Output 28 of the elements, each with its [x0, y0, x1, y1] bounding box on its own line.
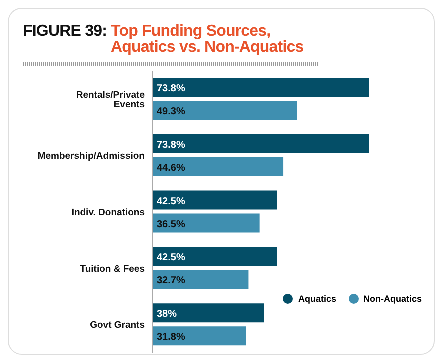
- bar: [153, 247, 278, 266]
- bar: [153, 270, 249, 290]
- bar: [153, 134, 369, 154]
- chart-title: FIGURE 39: Top Funding Sources, Aquatics vs. Non-Aquatics: [23, 23, 305, 56]
- legend-label: Non-Aquatics: [364, 294, 422, 304]
- y-tick-label: Tuition & Fees: [80, 264, 145, 275]
- data-label: 32.7%: [157, 276, 186, 287]
- data-label: 42.5%: [157, 252, 186, 264]
- bar: [153, 78, 369, 97]
- bar: [153, 101, 298, 120]
- y-tick-label: Membership/Admission: [38, 150, 146, 162]
- data-label: 31.8%: [157, 332, 186, 344]
- y-tick-label: Rentals/Private Events: [76, 90, 145, 110]
- data-label: 42.5%: [157, 196, 186, 208]
- bar: [153, 304, 264, 323]
- y-tick-label: Indiv. Donations: [72, 207, 145, 218]
- bar: [153, 214, 260, 233]
- legend-label: Aquatics: [298, 294, 336, 304]
- data-label: 73.8%: [157, 140, 186, 151]
- data-label: 38%: [157, 309, 178, 320]
- data-label: 49.3%: [157, 106, 186, 118]
- data-label: 36.5%: [157, 219, 186, 230]
- bar: [153, 190, 278, 210]
- data-label: 44.6%: [157, 162, 186, 174]
- data-label: 73.8%: [157, 84, 186, 94]
- bar: [153, 157, 284, 176]
- y-tick-label: Govt Grants: [90, 320, 145, 332]
- bar: [153, 326, 246, 346]
